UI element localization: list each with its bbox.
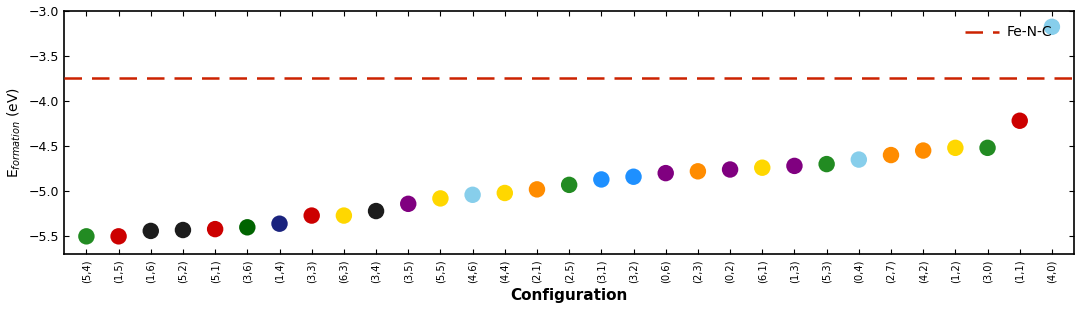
Point: [110, 234, 127, 239]
Point: [271, 221, 288, 226]
Point: [206, 226, 224, 231]
Point: [754, 165, 771, 170]
Point: [657, 171, 674, 176]
Point: [367, 209, 384, 214]
Point: [947, 145, 964, 150]
Legend: Fe-N-C: Fe-N-C: [959, 20, 1057, 45]
Point: [850, 157, 867, 162]
Point: [528, 187, 545, 192]
Point: [561, 182, 578, 187]
Point: [143, 228, 160, 233]
Point: [978, 145, 996, 150]
Point: [593, 177, 610, 182]
Point: [818, 162, 835, 167]
Point: [1011, 118, 1028, 123]
Point: [1043, 24, 1061, 29]
Point: [786, 163, 804, 168]
Y-axis label: E$_{formation}$ (eV): E$_{formation}$ (eV): [5, 87, 23, 178]
Point: [689, 169, 706, 174]
Point: [239, 225, 256, 230]
Point: [882, 153, 900, 158]
Point: [496, 191, 513, 196]
Point: [174, 227, 191, 232]
Point: [721, 167, 739, 172]
Point: [303, 213, 321, 218]
Point: [625, 174, 643, 179]
Point: [335, 213, 352, 218]
Point: [915, 148, 932, 153]
Point: [432, 196, 449, 201]
Point: [78, 234, 95, 239]
Point: [400, 201, 417, 206]
Point: [464, 192, 482, 197]
X-axis label: Configuration: Configuration: [511, 288, 627, 303]
